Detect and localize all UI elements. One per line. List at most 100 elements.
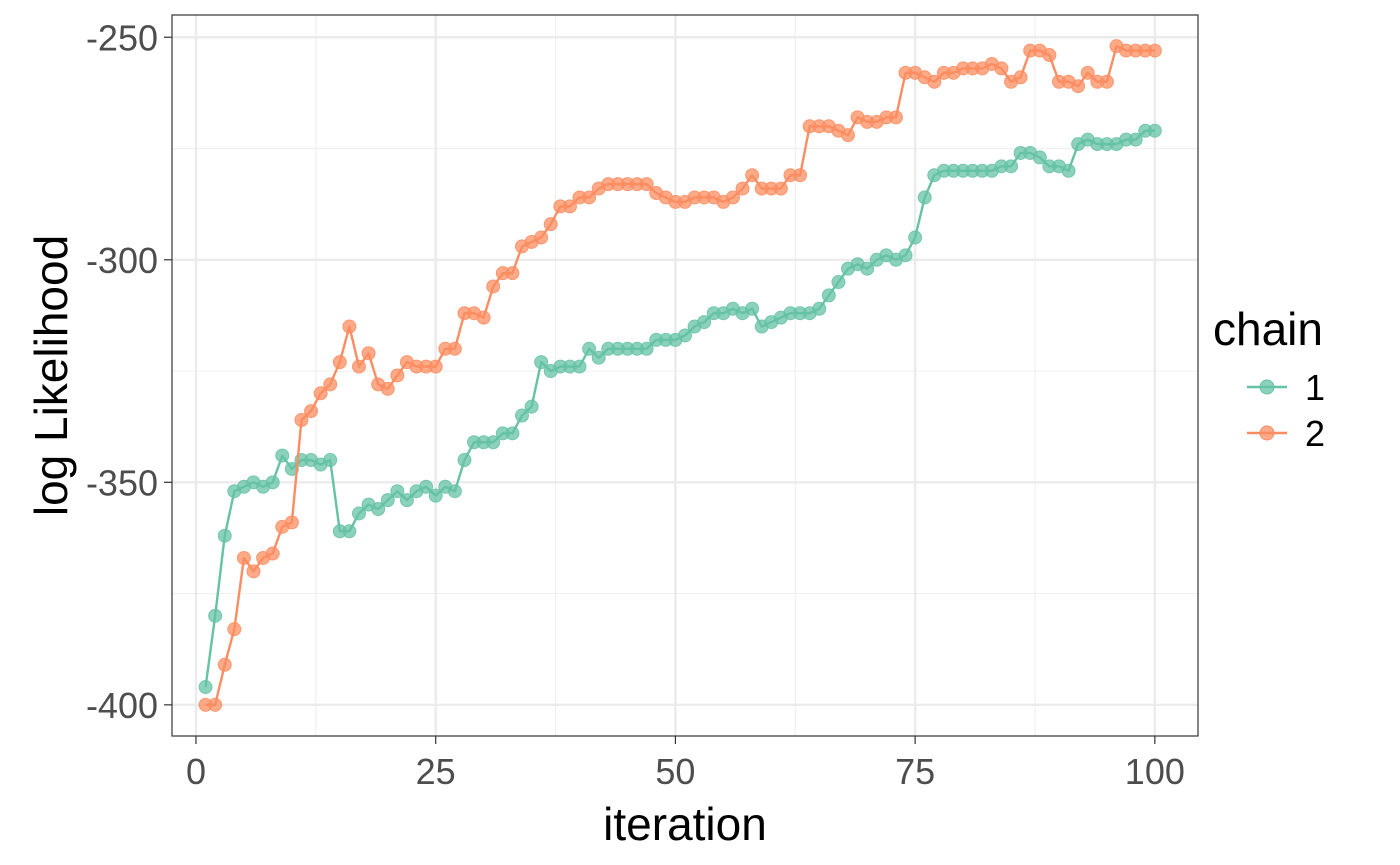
data-point bbox=[994, 61, 1009, 76]
data-point bbox=[917, 190, 932, 205]
data-point bbox=[725, 190, 740, 205]
data-point bbox=[246, 564, 261, 579]
data-point bbox=[639, 177, 654, 192]
data-point bbox=[745, 301, 760, 316]
data-point bbox=[380, 381, 395, 396]
grid-major bbox=[172, 15, 1198, 736]
data-point bbox=[380, 493, 395, 508]
data-point bbox=[1147, 43, 1162, 58]
data-point bbox=[591, 350, 606, 365]
data-point bbox=[323, 453, 338, 468]
data-point bbox=[1061, 163, 1076, 178]
data-point bbox=[275, 448, 290, 463]
data-point bbox=[524, 399, 539, 414]
data-point bbox=[447, 484, 462, 499]
data-point bbox=[793, 168, 808, 183]
data-point bbox=[323, 377, 338, 392]
data-point bbox=[361, 346, 376, 361]
data-point bbox=[399, 493, 414, 508]
data-point bbox=[419, 479, 434, 494]
data-point bbox=[342, 524, 357, 539]
data-point bbox=[514, 408, 529, 423]
data-point bbox=[1099, 74, 1114, 89]
data-point bbox=[265, 546, 280, 561]
data-point bbox=[1042, 48, 1057, 63]
data-point bbox=[332, 355, 347, 370]
data-point bbox=[342, 319, 357, 334]
data-point bbox=[898, 248, 913, 263]
data-point bbox=[217, 528, 232, 543]
data-point bbox=[351, 506, 366, 521]
legend-label: 2 bbox=[1305, 413, 1325, 454]
legend-item-1: 1 bbox=[1247, 367, 1325, 408]
data-point bbox=[678, 328, 692, 343]
data-point bbox=[735, 181, 750, 196]
legend-title: chain bbox=[1213, 303, 1323, 355]
legend-item-2: 2 bbox=[1247, 413, 1325, 454]
data-point bbox=[582, 190, 597, 205]
data-point bbox=[745, 168, 760, 183]
data-point bbox=[284, 515, 299, 530]
data-point bbox=[447, 341, 462, 356]
data-point bbox=[428, 488, 443, 503]
x-tick-label: 75 bbox=[895, 751, 935, 792]
data-point bbox=[208, 697, 223, 712]
x-tick-label: 50 bbox=[655, 751, 695, 792]
data-point bbox=[505, 426, 520, 441]
legend-label: 1 bbox=[1305, 367, 1325, 408]
series-2 bbox=[198, 39, 1162, 712]
data-point bbox=[390, 368, 405, 383]
legend-key-point bbox=[1259, 425, 1275, 441]
data-point bbox=[534, 230, 549, 245]
data-point bbox=[313, 386, 328, 401]
x-tick-label: 0 bbox=[186, 751, 206, 792]
data-point bbox=[1147, 123, 1162, 138]
data-point bbox=[294, 413, 309, 428]
data-point bbox=[428, 359, 443, 374]
y-tick-label: -350 bbox=[86, 462, 158, 503]
x-axis: 0 25 50 75 100 bbox=[186, 736, 1185, 792]
data-point bbox=[1128, 132, 1143, 147]
data-point bbox=[198, 680, 213, 695]
plot-panel bbox=[172, 15, 1198, 736]
y-tick-label: -400 bbox=[86, 685, 158, 726]
data-point bbox=[457, 453, 472, 468]
data-point bbox=[476, 310, 491, 325]
data-point bbox=[236, 550, 251, 565]
series-1 bbox=[198, 123, 1162, 695]
data-point bbox=[697, 315, 712, 330]
legend-key-point bbox=[1259, 379, 1275, 395]
data-point bbox=[812, 301, 827, 316]
y-tick-label: -300 bbox=[86, 240, 158, 281]
data-point bbox=[265, 475, 280, 490]
data-point bbox=[227, 622, 242, 637]
data-point bbox=[821, 288, 836, 303]
data-point bbox=[888, 110, 903, 125]
data-point bbox=[1013, 70, 1028, 85]
y-axis-title: log Likelihood bbox=[25, 235, 77, 516]
data-point bbox=[1080, 65, 1095, 80]
data-point bbox=[773, 181, 788, 196]
data-point bbox=[841, 128, 856, 143]
y-tick-label: -250 bbox=[86, 17, 158, 58]
data-point bbox=[562, 199, 577, 214]
data-point bbox=[927, 74, 942, 89]
data-point bbox=[390, 484, 405, 499]
data-point bbox=[486, 279, 501, 294]
data-point bbox=[304, 404, 319, 419]
data-point bbox=[284, 461, 299, 476]
data-point bbox=[908, 230, 923, 245]
data-point bbox=[639, 341, 654, 356]
data-point bbox=[534, 355, 549, 370]
data-point bbox=[1071, 79, 1086, 94]
data-point bbox=[505, 266, 520, 281]
series-layer bbox=[198, 39, 1162, 712]
legend: chain 1 2 bbox=[1213, 303, 1325, 454]
data-point bbox=[351, 359, 366, 374]
data-point bbox=[543, 217, 558, 232]
x-tick-label: 25 bbox=[416, 751, 456, 792]
data-point bbox=[860, 261, 875, 276]
data-point bbox=[486, 435, 501, 450]
data-point bbox=[1032, 150, 1047, 165]
